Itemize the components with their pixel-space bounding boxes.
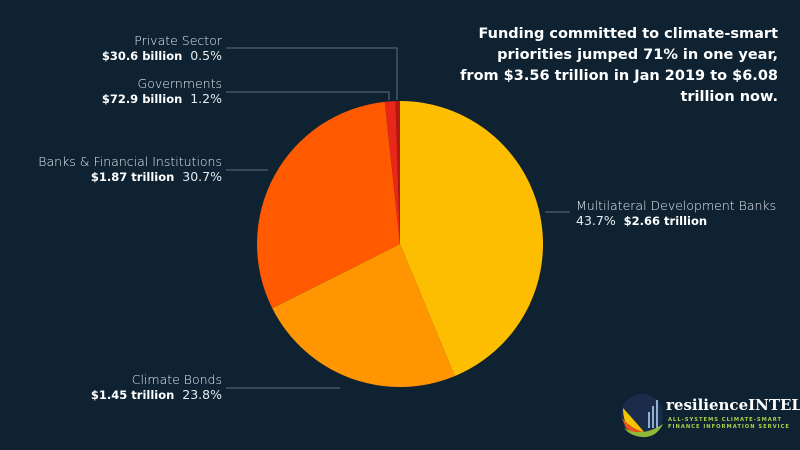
logo-brand: resilienceINTEL.org (666, 396, 800, 414)
slice-percent: 23.8% (182, 387, 222, 402)
label-private-sector: Private Sector $30.6 billion 0.5% (102, 33, 222, 63)
slice-amount: $1.87 trillion (90, 170, 175, 184)
slice-name: Governments (137, 76, 222, 91)
slice-name: Banks & Financial Institutions (38, 154, 222, 169)
pie-slice-governments (384, 101, 400, 244)
pie-slice-banks-financial-institutions (257, 101, 400, 309)
slice-name: Climate Bonds (131, 372, 222, 387)
headline: Funding committed to climate-smart prior… (460, 26, 778, 105)
globe-logo-icon (621, 394, 663, 438)
slice-name: Multilateral Development Banks (576, 198, 777, 213)
label-banks: Banks & Financial Institutions $1.87 tri… (38, 154, 222, 184)
slice-amount: $1.45 trillion (90, 388, 175, 402)
logo-tagline: ALL-SYSTEMS CLIMATE-SMART FINANCE INFORMA… (668, 417, 790, 430)
slice-percent: 1.2% (190, 91, 222, 106)
leader-private-sector (226, 47, 398, 100)
leader-governments (226, 91, 390, 100)
pie-slice-multilateral-development-banks (400, 101, 544, 377)
slice-percent: 43.7% (576, 213, 616, 228)
label-climate-bonds: Climate Bonds $1.45 trillion 23.8% (91, 372, 222, 402)
label-mdb: Multilateral Development Banks 43.7% $2.… (576, 198, 776, 228)
slice-amount: $72.9 billion (101, 92, 183, 106)
pie-slice-climate-bonds (272, 244, 455, 388)
slice-percent: 30.7% (182, 169, 222, 184)
pie-slice-private-sector (395, 101, 400, 244)
logo: resilienceINTEL.org ALL-SYSTEMS CLIMATE-… (620, 390, 800, 442)
slice-percent: 0.5% (190, 48, 222, 63)
slice-amount: $2.66 trillion (623, 214, 708, 228)
slice-name: Private Sector (134, 33, 222, 48)
label-governments: Governments $72.9 billion 1.2% (102, 76, 222, 106)
slice-amount: $30.6 billion (101, 49, 183, 63)
